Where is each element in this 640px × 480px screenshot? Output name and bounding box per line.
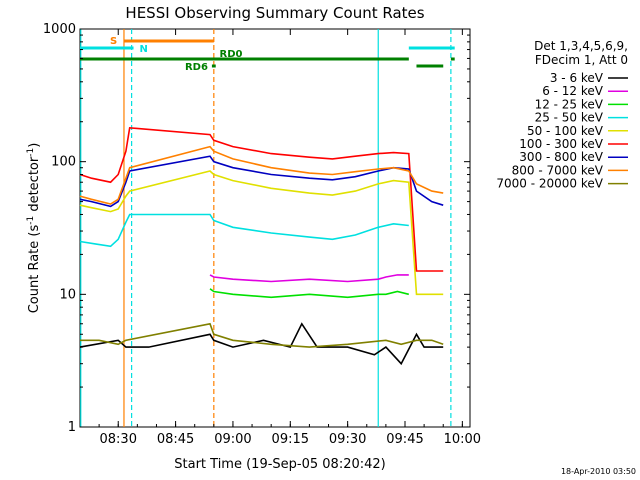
series-line-6 bbox=[79, 155, 444, 208]
x-tick-label: 09:30 bbox=[329, 432, 366, 447]
legend-label: 25 - 50 keV bbox=[535, 111, 604, 125]
x-tick-label: 09:15 bbox=[272, 432, 309, 447]
series-line-1 bbox=[209, 274, 409, 283]
y-tick-label: 100 bbox=[51, 155, 76, 170]
legend-label: 6 - 12 keV bbox=[542, 84, 604, 98]
series-line-0 bbox=[79, 322, 444, 366]
series-line-4 bbox=[79, 170, 444, 296]
x-tick-label: 08:45 bbox=[157, 432, 194, 447]
series-line-7 bbox=[79, 145, 444, 205]
legend-header-line-1: Det 1,3,4,5,6,9, bbox=[534, 39, 628, 53]
y-ticks: 1 10 100 1000 bbox=[43, 22, 470, 435]
mode-bars: S N RD0 RD6 bbox=[80, 36, 455, 73]
legend-label: 300 - 800 keV bbox=[519, 150, 603, 164]
vertical-markers bbox=[80, 29, 452, 427]
y-tick-label: 10 bbox=[59, 287, 76, 302]
x-tick-label: 10:00 bbox=[444, 432, 481, 447]
y-axis-title-mid: detector bbox=[27, 156, 42, 216]
legend-label: 7000 - 20000 keV bbox=[496, 177, 603, 191]
x-axis-title: Start Time (19-Sep-05 08:20:42) bbox=[174, 457, 385, 472]
mode-bar-rd0-label: RD0 bbox=[220, 49, 243, 60]
y-tick-label: 1 bbox=[68, 420, 76, 435]
y-axis-title-end: ) bbox=[27, 143, 42, 148]
footer-timestamp: 18-Apr-2010 03:50 bbox=[561, 467, 636, 476]
y-axis-title-sup1: -1 bbox=[26, 216, 36, 225]
x-ticks: 08:30 08:45 09:00 09:15 09:30 09:45 10:00 bbox=[98, 29, 481, 447]
legend-label: 50 - 100 keV bbox=[527, 124, 604, 138]
y-tick-label: 1000 bbox=[43, 22, 76, 37]
plot-frame bbox=[79, 28, 471, 428]
legend-label: 800 - 7000 keV bbox=[512, 163, 604, 177]
legend: Det 1,3,4,5,6,9, FDecim 1, Att 0 3 - 6 k… bbox=[496, 39, 628, 191]
legend-label: 12 - 25 keV bbox=[535, 97, 604, 111]
mode-bar-n-label: N bbox=[140, 44, 148, 55]
mode-bar-rd6-label: RD6 bbox=[185, 62, 208, 73]
y-axis-title-sup2: -1 bbox=[26, 148, 36, 157]
x-tick-label: 08:30 bbox=[100, 432, 137, 447]
x-tick-label: 09:45 bbox=[386, 432, 423, 447]
mode-bar-s-label: S bbox=[110, 36, 117, 47]
plot-area: S N RD0 RD6 1 10 100 1000 08:30 08:45 09:00 09:15… bbox=[43, 22, 481, 447]
legend-header-line-2: FDecim 1, Att 0 bbox=[535, 53, 628, 67]
series-line-2 bbox=[209, 288, 409, 299]
x-tick-label: 09:00 bbox=[214, 432, 251, 447]
y-axis-title-start: Count Rate (s bbox=[27, 225, 42, 314]
y-axis-title: Count Rate (s-1 detector-1) bbox=[26, 143, 42, 314]
series-line-3 bbox=[79, 213, 409, 248]
series-line-5 bbox=[79, 126, 444, 272]
legend-label: 100 - 300 keV bbox=[519, 137, 603, 151]
chart-title: HESSI Observing Summary Count Rates bbox=[125, 4, 424, 22]
legend-label: 3 - 6 keV bbox=[550, 71, 604, 85]
series-lines bbox=[79, 126, 444, 366]
series-line-8 bbox=[80, 322, 444, 348]
